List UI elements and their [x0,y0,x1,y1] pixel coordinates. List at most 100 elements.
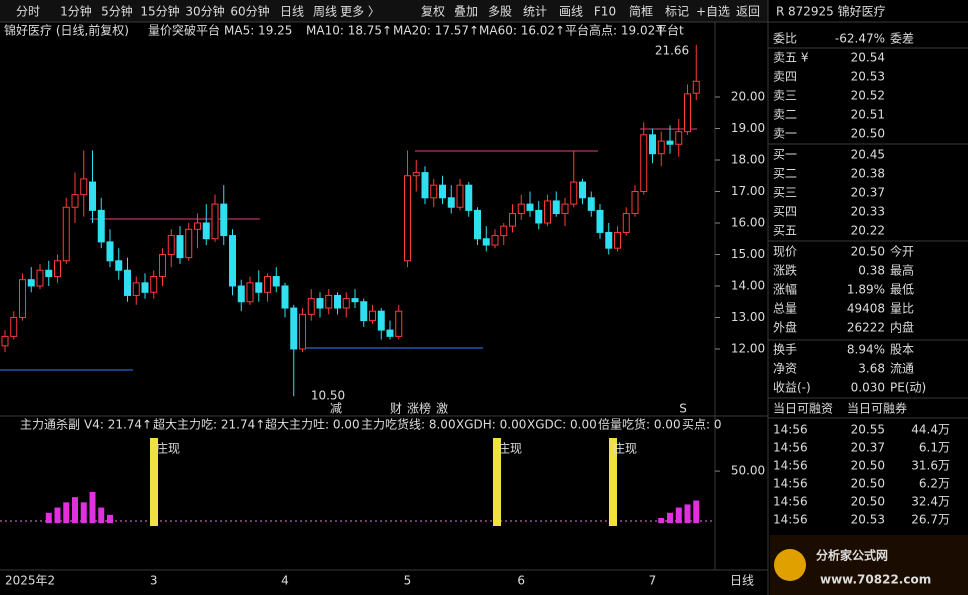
fund-label: 净资 [773,362,797,376]
candle-body [272,276,280,287]
value: -62.47% [835,32,885,46]
ask-price: 20.52 [851,89,885,103]
candle-body [80,178,88,196]
candle-body [369,310,376,322]
tool-button[interactable]: 简框 [629,5,653,19]
x-tick-label: 3 [150,574,158,588]
candle-body [27,279,35,287]
candle-body [141,282,149,293]
candle-body [229,235,236,287]
candle-body [386,329,394,337]
candle-body [561,203,569,215]
x-tick-label: 5 [404,574,412,588]
signal-column [493,438,501,526]
tool-button[interactable]: 叠加 [454,5,478,19]
quote-label: 今开 [890,244,914,259]
candle-body [465,184,473,211]
candle-body [657,140,665,155]
candle-body [334,294,341,309]
signal-column [609,438,617,526]
period-tab[interactable]: 1分钟 [60,4,92,19]
candle-body [150,276,158,293]
candle-body [237,285,245,303]
period-tab[interactable]: 30分钟 [185,4,224,19]
candle-body [474,209,481,240]
period-label: 日线 [730,574,754,588]
period-tab[interactable]: 分时 [16,5,40,19]
trade-time: 14:56 [773,513,808,527]
badge: R [776,5,784,19]
candle-body [62,206,70,262]
candle-body [395,310,403,337]
candle-body [491,235,499,246]
tool-button[interactable]: 统计 [523,5,547,19]
candle-body [404,175,411,262]
signal-tag: 庄现 [498,441,522,456]
period-tab[interactable]: 周线 [313,5,337,19]
candle-body [1,335,9,347]
trade-time: 14:56 [773,459,808,473]
y-tick-label: 19.00 [731,121,765,135]
bid-label: 买三 [773,186,797,200]
period-tab[interactable]: 更多 〉 [340,5,380,19]
indicator-legend: XGDH: 0.00 [456,418,526,432]
fund-value: 3.68 [858,362,885,376]
indicator-bar [72,497,78,524]
fund-label: 收益(-) [773,381,811,395]
candle-body [264,276,271,293]
candle-body [412,172,420,177]
candle-body [290,307,298,350]
ask-price: 20.53 [851,70,885,84]
candle-body [325,294,333,309]
trade-volume: 32.4万 [911,495,950,509]
y-tick-label: 12.00 [731,341,765,355]
tool-button[interactable]: 复权 [421,5,445,19]
trade-time: 14:56 [773,441,808,455]
indicator-legend: XGDC: 0.00 [527,418,597,432]
fund-label: 换手 [773,343,797,357]
tool-button[interactable]: F10 [594,5,616,19]
candle-body [89,181,96,211]
bid-label: 买二 [773,167,797,181]
candle-body [622,213,630,233]
bid-price: 20.33 [851,205,885,219]
indicator-legend: 倍量吃货: 0.00 [598,417,681,432]
trade-price: 20.53 [851,513,885,527]
candle-body [360,301,368,322]
tool-button[interactable]: 画线 [559,5,583,19]
event-tag: 减 [330,402,342,416]
margin-header: 当日可融券 [847,401,907,416]
logo-url: www.70822.com [820,573,931,587]
period-tab[interactable]: 15分钟 [140,4,179,19]
tool-button[interactable]: 多股 [488,5,512,19]
candle-body [509,213,516,227]
ask-price: 20.54 [851,51,885,65]
quote-label: 总量 [773,302,797,316]
period-tab[interactable]: 60分钟 [230,4,269,19]
period-tab[interactable]: 日线 [280,5,304,19]
candle-body [684,93,691,133]
candle-body [10,316,18,337]
y-tick-label: 16.00 [731,215,765,229]
y-tick-label: 15.00 [731,247,765,261]
quote-label: 外盘 [773,320,797,335]
candle-body [666,140,674,145]
tool-button[interactable]: 标记 [665,5,689,19]
ask-label: 卖四 [773,70,797,84]
x-tick-label: 4 [281,574,289,588]
period-tab[interactable]: 5分钟 [101,4,133,19]
ask-price: 20.51 [851,108,885,122]
tool-button[interactable]: +自选 [696,5,730,19]
y-tick-label: 14.00 [731,278,765,292]
candle-body [132,282,140,296]
candle-body [482,238,490,246]
indicator-bar [675,507,682,524]
y-tick-label: 13.00 [731,310,765,324]
indicator-legend: 超大主力吃: 21.74↑ [153,417,265,432]
candle-body [640,134,648,192]
quote-value: 20.50 [851,245,885,259]
tool-button[interactable]: 返回 [736,5,760,19]
bid-label: 买一 [773,148,797,162]
trade-volume: 6.1万 [919,441,950,455]
indicator-bar [658,517,665,524]
